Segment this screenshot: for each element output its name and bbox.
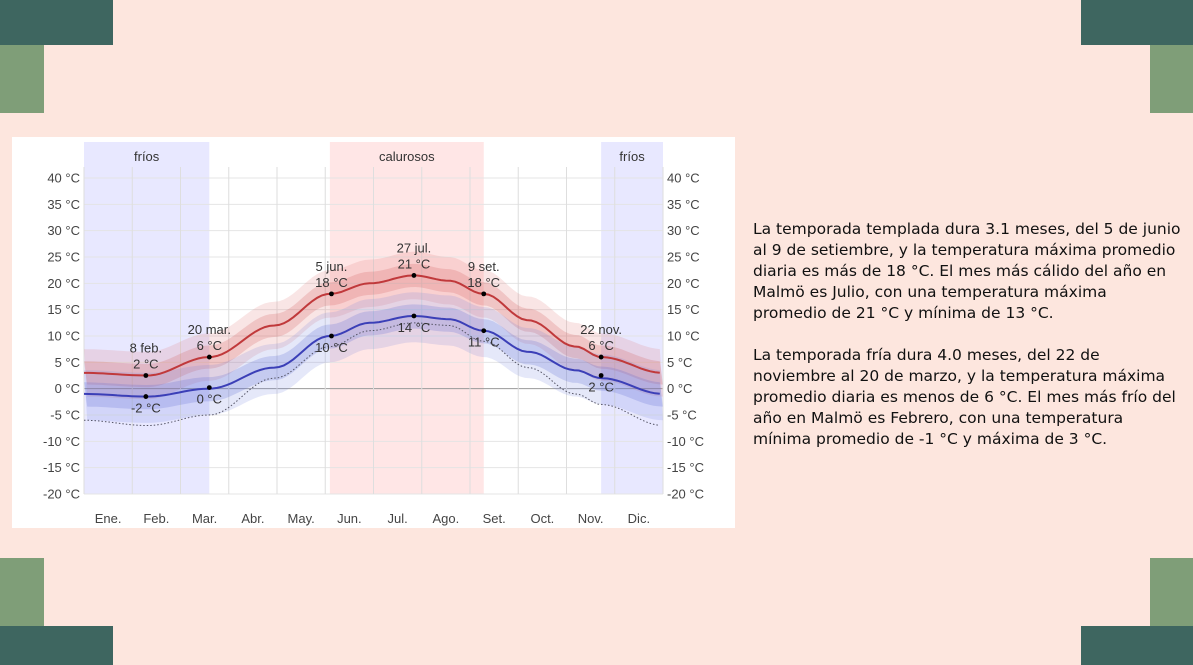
- annotation-point-5: [329, 333, 334, 339]
- y-tick-label-left-10: -10 °C: [43, 434, 80, 449]
- annotation-point-11: [598, 373, 604, 378]
- y-tick-label-right-3: 25 °C: [667, 250, 700, 265]
- annotation-point-7: [411, 313, 417, 319]
- y-tick-label-right-4: 20 °C: [667, 276, 700, 291]
- season-band-cold-0: [84, 142, 210, 494]
- month-label-4: May.: [288, 511, 315, 526]
- corner-decoration-top-left-light: [0, 45, 44, 113]
- y-tick-label-right-10: -10 °C: [667, 434, 704, 449]
- temperature-chart-svg: fríos calurosos fríos 40 °C 40 °C 35 °C 35 °C…: [43, 142, 704, 526]
- y-tick-label-left-0: 40 °C: [47, 171, 80, 186]
- annotation-point-4: [329, 291, 334, 297]
- min-range-outer: [84, 292, 663, 423]
- y-tick-label-left-12: -20 °C: [43, 487, 80, 502]
- month-label-2: Mar.: [192, 511, 217, 526]
- annotation-temp-1: -2 °C: [131, 401, 161, 416]
- y-tick-label-left-1: 35 °C: [47, 197, 80, 212]
- annotation-point-3: [206, 385, 212, 391]
- annotation-point-10: [598, 354, 604, 360]
- y-tick-label-left-5: 15 °C: [47, 302, 80, 317]
- annotation-temp-9: 11 °C: [468, 335, 500, 350]
- warm-season-text: La temporada templada dura 3.1 meses, de…: [753, 220, 1181, 322]
- annotation-temp-0: 2 °C: [133, 357, 158, 372]
- annotation-date-0: 8 feb.: [130, 341, 163, 356]
- annotation-temp-4: 18 °C: [315, 275, 348, 290]
- month-label-0: Ene.: [95, 511, 122, 526]
- season-label-0: fríos: [134, 149, 160, 164]
- annotation-temp-7: 14 °C: [398, 320, 431, 335]
- y-tick-label-left-6: 10 °C: [47, 329, 80, 344]
- series-line-max: [84, 274, 660, 377]
- y-tick-label-right-1: 35 °C: [667, 197, 700, 212]
- min-range-inner: [84, 304, 663, 410]
- annotation-point-2: [206, 354, 212, 360]
- y-tick-label-left-8: 0 °C: [55, 381, 80, 396]
- month-label-8: Set.: [483, 511, 506, 526]
- annotation-temp-8: 18 °C: [467, 275, 500, 290]
- max-range-outer: [84, 251, 663, 400]
- annotation-date-6: 27 jul.: [397, 240, 432, 255]
- corner-decoration-top-right-dark: [1081, 0, 1193, 45]
- y-tick-label-left-11: -15 °C: [43, 460, 80, 475]
- season-label-2: fríos: [619, 149, 645, 164]
- annotation-temp-11: 2 °C: [588, 380, 613, 395]
- annotation-date-2: 20 mar.: [188, 322, 231, 337]
- corner-decoration-top-left-dark: [0, 0, 113, 45]
- y-tick-label-right-9: -5 °C: [667, 408, 697, 423]
- corner-decoration-bottom-right-light: [1150, 558, 1193, 626]
- y-tick-label-right-0: 40 °C: [667, 171, 700, 186]
- y-tick-label-left-3: 25 °C: [47, 250, 80, 265]
- cold-season-text: La temporada fría dura 4.0 meses, del 22…: [753, 346, 1176, 448]
- corner-decoration-bottom-left-light: [0, 558, 44, 626]
- annotation-temp-6: 21 °C: [398, 256, 431, 271]
- month-label-11: Dic.: [628, 511, 650, 526]
- annotation-temp-5: 10 °C: [315, 340, 348, 355]
- y-tick-label-right-2: 30 °C: [667, 223, 700, 238]
- corner-decoration-bottom-left-dark: [0, 626, 113, 665]
- y-tick-label-left-7: 5 °C: [55, 355, 80, 370]
- season-band-cold-2: [601, 142, 663, 494]
- month-label-3: Abr.: [241, 511, 264, 526]
- annotation-temp-10: 6 °C: [588, 338, 613, 353]
- y-tick-label-right-8: 0 °C: [667, 381, 692, 396]
- month-label-5: Jun.: [337, 511, 362, 526]
- series-line-min: [83, 314, 660, 398]
- corner-decoration-bottom-right-dark: [1081, 626, 1193, 665]
- corner-decoration-top-right-light: [1150, 45, 1193, 113]
- y-tick-label-left-9: -5 °C: [50, 408, 80, 423]
- annotation-temp-3: 0 °C: [197, 392, 222, 407]
- y-tick-label-right-5: 15 °C: [667, 302, 700, 317]
- annotation-temp-2: 6 °C: [197, 338, 222, 353]
- annotation-point-6: [411, 273, 417, 278]
- month-label-9: Oct.: [530, 511, 554, 526]
- month-label-6: Jul.: [388, 511, 408, 526]
- season-band-hot-1: [329, 142, 484, 494]
- max-range-inner: [84, 263, 663, 388]
- y-tick-label-right-12: -20 °C: [667, 487, 704, 502]
- annotation-point-0: [143, 373, 149, 378]
- y-tick-label-left-2: 30 °C: [47, 223, 80, 238]
- annotation-date-8: 9 set.: [468, 259, 500, 274]
- month-label-1: Feb.: [143, 511, 169, 526]
- annotation-date-4: 5 jun.: [316, 259, 348, 274]
- season-label-1: calurosos: [379, 149, 435, 164]
- y-tick-label-left-4: 20 °C: [47, 276, 80, 291]
- month-label-10: Nov.: [578, 511, 604, 526]
- y-tick-label-right-7: 5 °C: [667, 355, 692, 370]
- y-tick-label-right-6: 10 °C: [667, 329, 700, 344]
- annotation-point-8: [481, 291, 487, 297]
- warm-season-description: La temporada templada dura 3.1 meses, de…: [753, 219, 1183, 324]
- month-label-7: Ago.: [433, 511, 460, 526]
- annotation-point-9: [481, 328, 487, 334]
- y-tick-label-right-11: -15 °C: [667, 460, 704, 475]
- temperature-chart: fríos calurosos fríos 40 °C 40 °C 35 °C 35 °C…: [12, 137, 735, 528]
- annotation-point-1: [143, 394, 149, 399]
- annotation-date-10: 22 nov.: [580, 322, 622, 337]
- cold-season-description: La temporada fría dura 4.0 meses, del 22…: [753, 345, 1183, 450]
